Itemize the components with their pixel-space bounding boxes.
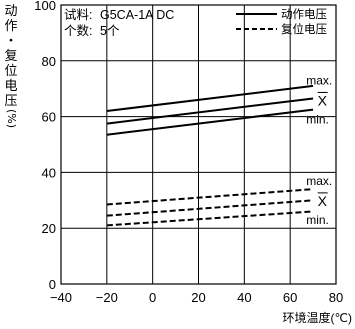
y-axis-label-char: 作	[4, 19, 18, 34]
y-axis-label-char: ・	[4, 34, 18, 49]
y-axis-label-char: 复	[4, 49, 18, 64]
count-label: 个数:	[64, 23, 92, 38]
y-axis-label-char: 电	[4, 79, 18, 94]
y-axis-label-char: 位	[4, 64, 18, 79]
x-tick-label: 20	[191, 290, 205, 305]
series-line-reset-min	[106, 210, 314, 227]
x-tick-label: −20	[96, 290, 118, 305]
y-tick-label: 80	[42, 54, 56, 69]
x-axis-label: 环境温度(℃)	[283, 310, 352, 325]
annotation-max: max.	[306, 74, 332, 88]
y-tick-label: 60	[42, 110, 56, 125]
series-line-reset-X	[106, 199, 314, 217]
plot-border	[60, 4, 337, 285]
y-axis-label: 动 作 ・ 复 位 电 压 (%)	[0, 4, 22, 128]
x-tick-label: 40	[237, 290, 251, 305]
sample-label: 试料:	[64, 7, 92, 22]
series-line-reset-max	[106, 188, 314, 206]
x-tick-label: −40	[50, 290, 72, 305]
x-tick-label: 60	[283, 290, 297, 305]
annotation-min: min.	[306, 113, 329, 127]
x-tick-label: 0	[149, 290, 156, 305]
annotation-x: X	[318, 92, 328, 108]
grid-lines	[61, 5, 336, 284]
series-line-operate-max	[106, 84, 314, 113]
x-tick-label: 80	[329, 290, 343, 305]
series-line-operate-X	[106, 97, 314, 125]
y-axis-label-char: (%)	[5, 109, 18, 129]
sample-info: 试料: G5CA-1A DC 个数: 5个	[64, 7, 174, 38]
plot-frame	[60, 4, 337, 285]
y-axis-label-char: 压	[4, 94, 18, 109]
y-tick-label: 0	[49, 277, 56, 292]
legend: 动作电压 复位电压	[236, 8, 327, 36]
series-group	[106, 84, 314, 227]
tick-labels: −40 −20 0 20 40 60 80 0 20 40 60 80 100	[34, 0, 343, 305]
sample-value: G5CA-1A DC	[100, 8, 174, 22]
count-value: 5个	[100, 24, 120, 38]
annotation-max: max.	[306, 174, 332, 188]
y-tick-label: 20	[42, 221, 56, 236]
y-axis-label-char: 动	[4, 4, 18, 19]
legend-label-operate: 动作电压	[281, 8, 327, 21]
series-line-operate-min	[106, 108, 314, 136]
y-tick-label: 40	[42, 165, 56, 180]
annotation-min: min.	[306, 213, 329, 227]
legend-label-reset: 复位电压	[281, 22, 327, 36]
y-tick-label: 100	[34, 0, 56, 13]
annotation-x: X	[318, 193, 328, 209]
